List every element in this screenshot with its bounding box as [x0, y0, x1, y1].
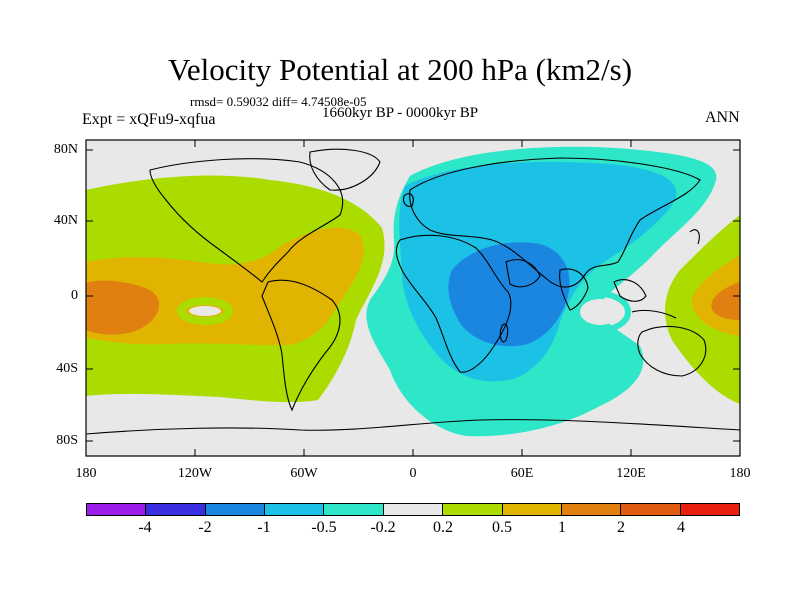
lat-tick-label: 40N [53, 213, 78, 228]
colorbar-swatch [265, 504, 325, 515]
coastlines [86, 148, 740, 435]
colorbar-swatch [561, 504, 622, 515]
lat-tick-label: 80N [53, 142, 78, 157]
lat-tick-label: 80S [56, 433, 78, 448]
colorbar-swatch [146, 504, 206, 515]
colorbar-label: 0.5 [492, 519, 512, 536]
lon-tick-label: 120E [616, 466, 646, 481]
positive-region-patch [189, 306, 221, 316]
experiment-label: Expt = xQFu9-xqfua [82, 111, 216, 128]
colorbar-swatch [205, 504, 266, 515]
colorbar-label: 4 [677, 519, 685, 536]
rmsd-diff-stats: rmsd= 0.59032 diff= 4.74508e-05 [190, 94, 367, 109]
lon-tick-label: 180 [75, 466, 97, 481]
axis-ticks [85, 140, 741, 456]
colorbar-swatch [443, 504, 503, 515]
lon-tick-label: 0 [409, 466, 417, 481]
positive-region-west-pacific-strong [711, 282, 740, 320]
lon-tick-label: 60E [510, 466, 534, 481]
colorbar [86, 503, 740, 516]
colorbar-label: 1 [558, 519, 566, 536]
lon-tick-label: 60W [290, 466, 318, 481]
lon-tick-label: 120W [177, 466, 213, 481]
colorbar-swatch [324, 504, 384, 515]
lon-tick-label: 180 [729, 466, 751, 481]
colorbar-swatch [621, 504, 681, 515]
colorbar-label: -1 [257, 519, 271, 536]
colorbar-label: 0.2 [433, 519, 453, 536]
colorbar-label: -0.2 [370, 519, 396, 536]
colorbar-swatch [502, 504, 562, 515]
colorbar-swatch [87, 504, 147, 515]
season-label: ANN [705, 109, 740, 126]
colorbar-swatch [680, 504, 739, 515]
neutral-hole [580, 299, 620, 325]
positive-region-strong [86, 280, 160, 335]
lat-tick-label: 0 [71, 288, 78, 303]
colorbar-label: -0.5 [311, 519, 337, 536]
period-label: 1660kyr BP - 0000kyr BP [322, 105, 479, 121]
colorbar-label: -2 [198, 519, 212, 536]
colorbar-label: 2 [617, 519, 625, 536]
colorbar-swatch [383, 504, 444, 515]
colorbar-label: -4 [138, 519, 152, 536]
lat-tick-label: 40S [56, 361, 78, 376]
plot-title: Velocity Potential at 200 hPa (km2/s) [167, 52, 633, 87]
